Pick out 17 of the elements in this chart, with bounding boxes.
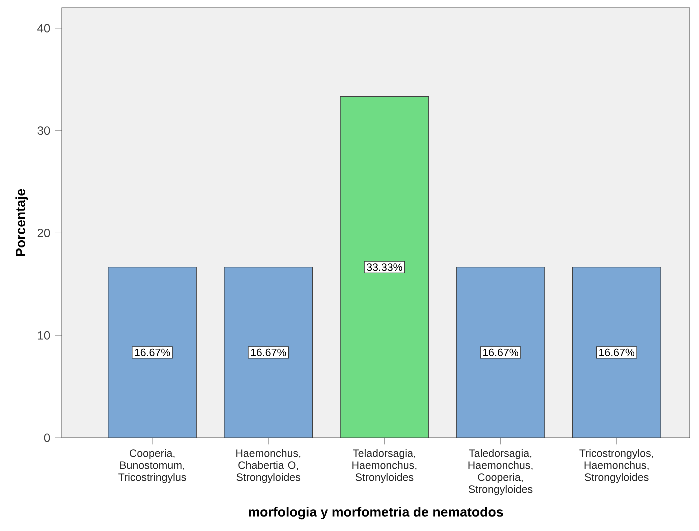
- y-tick-label: 30: [38, 126, 50, 136]
- x-tick-label: Tricostrongylos, Haemonchus, Strongyloides: [580, 449, 654, 484]
- data-label: 16.67%: [135, 348, 170, 356]
- data-label: 16.67%: [484, 348, 518, 356]
- x-axis-title: morfologia y morfometria de nematodos: [249, 507, 504, 520]
- x-tick-label: Teladorsagia, Haemonchus, Stronyloides: [352, 449, 417, 484]
- y-tick-label: 10: [38, 331, 50, 340]
- data-label: 16.67%: [600, 348, 635, 356]
- y-tick-label: 20: [38, 228, 50, 238]
- x-tick-label: Cooperia, Bunostomum, Tricostringylus: [118, 449, 186, 484]
- x-tick-label: Taledorsagia, Haemonchus, Cooperia, Strongyloides: [468, 449, 533, 496]
- y-axis-title: Porcentaje: [16, 189, 28, 256]
- x-tick-label: Haemonchus, Chabertia O, Strongyloides: [236, 449, 301, 484]
- data-label: 16.67%: [251, 348, 286, 356]
- y-tick-label: 0: [44, 434, 50, 442]
- data-label: 33.33%: [367, 264, 402, 272]
- y-tick-label: 40: [38, 24, 50, 33]
